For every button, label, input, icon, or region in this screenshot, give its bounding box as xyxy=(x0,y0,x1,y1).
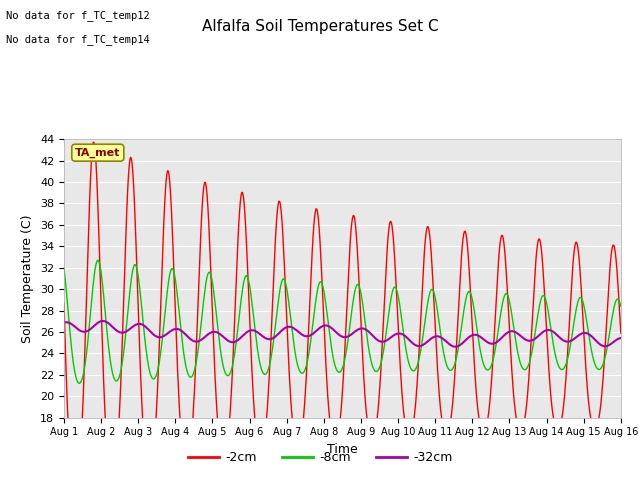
Y-axis label: Soil Temperature (C): Soil Temperature (C) xyxy=(22,214,35,343)
X-axis label: Time: Time xyxy=(327,443,358,456)
Text: TA_met: TA_met xyxy=(75,147,120,158)
Text: No data for f_TC_temp12: No data for f_TC_temp12 xyxy=(6,10,150,21)
Legend: -2cm, -8cm, -32cm: -2cm, -8cm, -32cm xyxy=(182,446,458,469)
Text: No data for f_TC_temp14: No data for f_TC_temp14 xyxy=(6,34,150,45)
Text: Alfalfa Soil Temperatures Set C: Alfalfa Soil Temperatures Set C xyxy=(202,19,438,34)
